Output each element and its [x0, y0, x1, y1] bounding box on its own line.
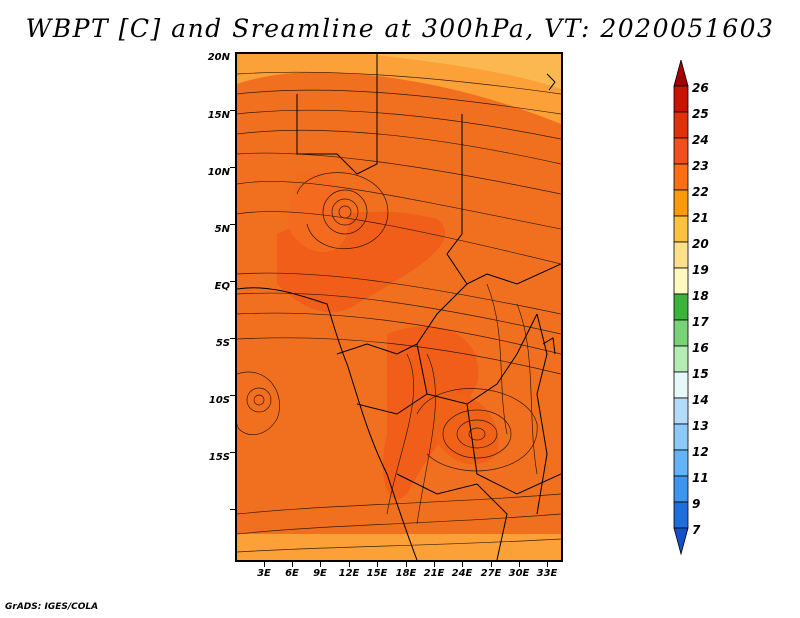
colorbar-segments	[673, 60, 689, 556]
border-c	[336, 283, 468, 355]
colorbar-segment	[673, 319, 689, 347]
colorbar-label: 13	[692, 419, 709, 433]
lat-tick	[230, 224, 235, 225]
lon-label-9e: 9E	[313, 568, 327, 579]
colorbar-label: 26	[692, 81, 709, 95]
lat-label-5n: 5N	[214, 224, 230, 235]
colorbar-segment	[673, 189, 689, 217]
colorbar-label: 19	[692, 263, 709, 277]
colorbar-label: 7	[692, 523, 701, 537]
map-panel	[235, 52, 563, 562]
colorbar-segment	[673, 397, 689, 425]
colorbar-label: 22	[692, 185, 709, 199]
lon-tick	[434, 562, 435, 567]
colorbar-label: 18	[692, 289, 709, 303]
border-h	[396, 473, 508, 560]
colorbar-segment	[673, 371, 689, 399]
lon-label-33e: 33E	[536, 568, 558, 579]
lon-tick	[320, 562, 321, 567]
colorbar-segment	[673, 345, 689, 373]
chart-title: WBPT [C] and Sreamline at 300hPa, VT: 20…	[25, 14, 775, 43]
lon-tick	[264, 562, 265, 567]
streamlines	[237, 71, 561, 553]
lon-label-18e: 18E	[395, 568, 417, 579]
colorbar-label: 17	[692, 315, 709, 329]
lat-label-15s: 15S	[208, 452, 230, 463]
lat-label-15n: 15N	[207, 110, 230, 121]
shade-warm-south	[383, 326, 479, 500]
colorbar-label: 21	[692, 211, 709, 225]
colorbar-label: 11	[692, 471, 709, 485]
colorbar-label: 12	[692, 445, 709, 459]
lon-tick	[349, 562, 350, 567]
lon-tick	[462, 562, 463, 567]
border-g	[536, 313, 548, 515]
colorbar-bottom-arrow	[673, 527, 689, 556]
lat-label-10s: 10S	[208, 395, 230, 406]
lon-label-12e: 12E	[338, 568, 360, 579]
colorbar-label: 14	[692, 393, 709, 407]
lon-tick	[406, 562, 407, 567]
map-canvas	[237, 54, 561, 560]
lon-label-30e: 30E	[508, 568, 530, 579]
colorbar-segment	[673, 241, 689, 269]
coast-ne	[546, 73, 556, 91]
colorbar-label: 16	[692, 341, 709, 355]
colorbar-label: 9	[692, 497, 701, 511]
colorbar-segment	[673, 449, 689, 477]
colorbar-segment	[673, 111, 689, 139]
lon-label-24e: 24E	[451, 568, 473, 579]
lat-tick	[230, 281, 235, 282]
colorbar-segment	[673, 475, 689, 503]
colorbar-segment	[673, 501, 689, 529]
coastline-west	[237, 287, 418, 560]
colorbar-segment	[673, 267, 689, 295]
lat-label-5s: 5S	[215, 338, 230, 349]
lat-label-10n: 10N	[207, 167, 230, 178]
lat-tick	[230, 167, 235, 168]
lake-east	[542, 337, 556, 355]
grads-credit: GrADS: IGES/COLA	[5, 602, 99, 612]
lat-tick	[230, 452, 235, 453]
colorbar-top-arrow	[673, 60, 689, 87]
border-d	[416, 313, 538, 405]
lon-label-3e: 3E	[257, 568, 271, 579]
colorbar	[673, 60, 689, 556]
lon-tick	[491, 562, 492, 567]
lat-label-20n: 20N	[207, 52, 230, 63]
lat-tick	[230, 338, 235, 339]
lat-tick	[230, 395, 235, 396]
colorbar-segment	[673, 85, 689, 113]
colorbar-segment	[673, 423, 689, 451]
boundaries	[237, 54, 561, 560]
border-a	[296, 54, 378, 175]
colorbar-label: 23	[692, 159, 709, 173]
colorbar-segment	[673, 163, 689, 191]
border-f	[466, 403, 561, 495]
lat-tick	[230, 509, 235, 510]
lon-label-6e: 6E	[285, 568, 299, 579]
shade-vortex-north	[287, 172, 349, 253]
lon-tick	[547, 562, 548, 567]
colorbar-segment	[673, 215, 689, 243]
lon-tick	[519, 562, 520, 567]
border-e	[356, 393, 428, 415]
lon-tick	[292, 562, 293, 567]
colorbar-label: 15	[692, 367, 709, 381]
lon-tick	[377, 562, 378, 567]
shade-south-edge	[237, 534, 561, 560]
colorbar-label: 25	[692, 107, 709, 121]
lon-label-15e: 15E	[366, 568, 388, 579]
lat-label-eq: EQ	[214, 281, 230, 292]
lon-label-27e: 27E	[480, 568, 502, 579]
colorbar-label: 20	[692, 237, 709, 251]
colorbar-segment	[673, 293, 689, 321]
colorbar-label: 24	[692, 133, 709, 147]
colorbar-segment	[673, 137, 689, 165]
shade-north	[237, 54, 561, 124]
shade-north-edge	[367, 54, 561, 89]
lon-label-21e: 21E	[423, 568, 445, 579]
lat-tick	[230, 110, 235, 111]
